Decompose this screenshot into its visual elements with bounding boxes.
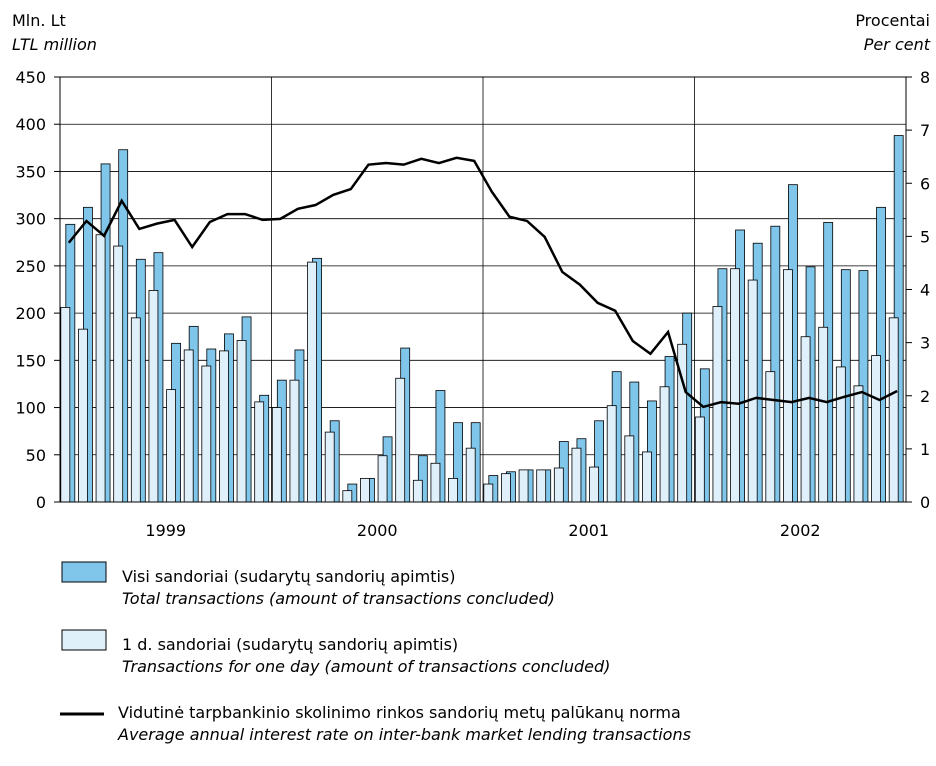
- y2-label: Per cent: [864, 35, 931, 54]
- y2-tick-label: 2: [920, 387, 930, 406]
- x-group-label: 1999: [145, 521, 186, 540]
- bar: [183, 349, 194, 503]
- bar: [642, 451, 652, 503]
- bar: [818, 326, 829, 503]
- bar: [360, 477, 370, 503]
- bar: [324, 431, 335, 503]
- legend-swatch: [61, 561, 107, 583]
- bar: [659, 386, 670, 503]
- y-tick-label: 0: [36, 493, 46, 512]
- y2-tick-label: 5: [920, 227, 930, 246]
- y2-tick-label: 7: [920, 121, 930, 140]
- bar: [342, 490, 353, 503]
- bar: [113, 245, 124, 503]
- legend-label: Average annual interest rate on inter-ba…: [117, 725, 691, 744]
- bar: [78, 328, 88, 503]
- y-tick-label: 450: [15, 68, 46, 87]
- bar: [853, 385, 864, 503]
- bar: [201, 365, 212, 503]
- bar: [589, 466, 599, 503]
- bar: [254, 401, 265, 503]
- y-tick-label: 50: [26, 446, 46, 465]
- bar: [430, 462, 441, 503]
- bar: [518, 469, 529, 503]
- bar: [483, 483, 494, 503]
- bar: [271, 407, 282, 503]
- bar: [166, 389, 176, 503]
- x-group-label: 2000: [357, 521, 398, 540]
- bar: [871, 355, 881, 503]
- x-group-label: 2001: [568, 521, 609, 540]
- bar: [783, 269, 793, 503]
- y2-tick-label: 4: [920, 281, 930, 300]
- legend-label: 1 d. sandoriai (sudarytų sandorių apimti…: [122, 635, 458, 654]
- bar: [412, 479, 423, 503]
- bar: [448, 477, 458, 503]
- y2-tick-label: 3: [920, 334, 930, 353]
- x-group-label: 2002: [780, 521, 821, 540]
- bar: [800, 336, 811, 503]
- bar: [377, 455, 388, 503]
- bar: [501, 473, 511, 503]
- y2-tick-label: 1: [920, 440, 930, 459]
- bar: [624, 435, 635, 503]
- y-tick-label: 350: [15, 162, 46, 181]
- y2-tick-label: 0: [920, 493, 930, 512]
- bar: [289, 379, 300, 503]
- bar: [465, 447, 476, 503]
- bar: [307, 261, 317, 503]
- line: [67, 156, 898, 409]
- bar: [888, 317, 899, 503]
- bar: [747, 279, 758, 503]
- bar: [395, 377, 406, 503]
- legend-swatch: [61, 629, 107, 651]
- y-tick-label: 150: [15, 351, 46, 370]
- bar: [835, 366, 846, 503]
- bar: [571, 447, 582, 503]
- y-tick-label: 100: [15, 399, 46, 418]
- legend-label: Total transactions (amount of transactio…: [122, 589, 555, 608]
- y-tick-label: 400: [15, 115, 46, 134]
- legend-label: Vidutinė tarpbankinio skolinimo rinkos s…: [118, 703, 681, 722]
- legend-label: Transactions for one day (amount of tran…: [122, 657, 610, 676]
- bar: [60, 307, 71, 503]
- bar: [765, 371, 776, 503]
- legend-label: Visi sandoriai (sudarytų sandorių apimti…: [122, 567, 455, 586]
- bar: [536, 469, 547, 503]
- bar: [606, 405, 617, 503]
- bar: [148, 290, 159, 503]
- plot-frame: [59, 76, 907, 503]
- bar: [553, 467, 564, 503]
- y2-tick-label: 6: [920, 174, 930, 193]
- y2-label: Procentai: [855, 11, 930, 30]
- y-tick-label: 300: [15, 210, 46, 229]
- bar: [130, 317, 141, 503]
- y-tick-label: 250: [15, 257, 46, 276]
- y-label: Mln. Lt: [12, 11, 66, 30]
- bar: [219, 350, 229, 503]
- bar: [730, 268, 740, 503]
- y-tick-label: 200: [15, 304, 46, 323]
- bar: [694, 416, 705, 503]
- y-label: LTL million: [12, 35, 97, 54]
- y2-tick-label: 8: [920, 68, 930, 87]
- bar: [236, 340, 247, 503]
- bar: [95, 234, 106, 503]
